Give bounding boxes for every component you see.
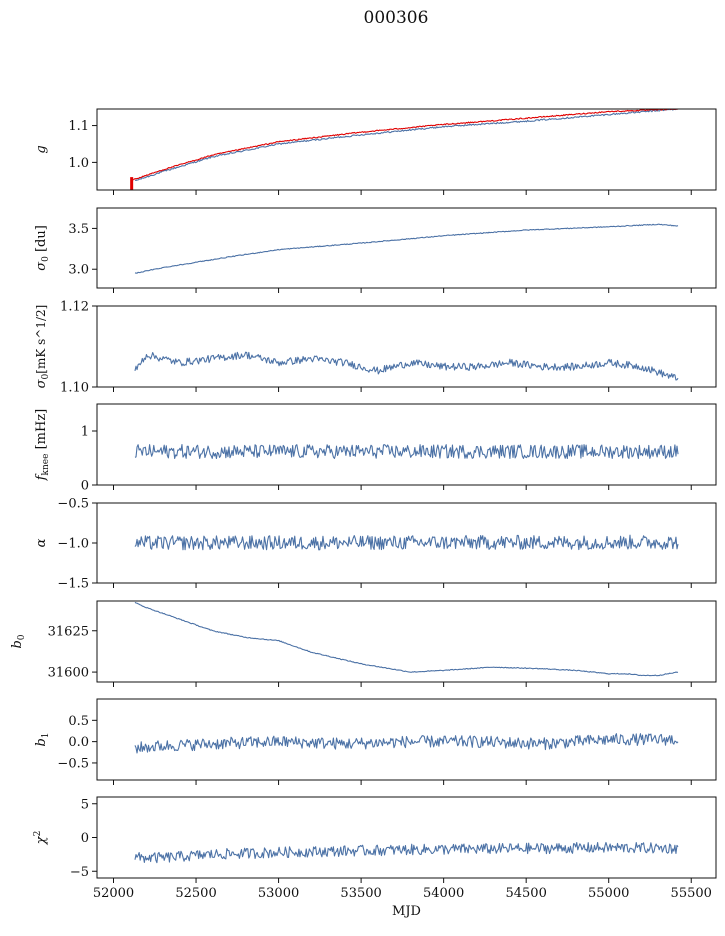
axes-frame — [96, 600, 717, 683]
panel-fknee: 0 1 fknee [mHz] — [34, 403, 717, 494]
panel-sigma0-mk: 1.10 1.12 σ0[mK s^1/2] — [34, 300, 717, 396]
x-tick-label: 53000 — [258, 886, 299, 901]
figure-title: 000306 — [364, 8, 429, 28]
series-line-sigma0 — [134, 223, 679, 274]
y-tick-label: 1.12 — [60, 300, 89, 315]
series-b0 — [134, 601, 679, 677]
series-line-alpha — [134, 534, 679, 551]
y-axis-label: fknee [mHz] — [34, 409, 51, 482]
axes-frame — [96, 403, 717, 486]
y-tick-label: −0.5 — [57, 756, 89, 771]
x-tick-label: 52500 — [175, 886, 216, 901]
y-tick-label: 0 — [81, 831, 89, 846]
x-tick-label: 53500 — [340, 886, 381, 901]
x-tick-label: 55500 — [671, 886, 712, 901]
series-alpha — [134, 534, 679, 551]
series-b1 — [134, 733, 679, 754]
axes-frame — [96, 305, 717, 388]
series-line-chi2 — [134, 841, 679, 864]
y-tick-label: 31600 — [48, 666, 89, 681]
panel-b1: −0.5 0.0 0.5 b1 — [34, 698, 717, 785]
series-g-red — [130, 109, 679, 190]
y-tick-label: −0.5 — [57, 497, 89, 512]
y-axis-label: σ0 [du] — [34, 225, 51, 271]
y-tick-label: 0 — [81, 479, 89, 494]
y-tick-label: 0.0 — [68, 735, 89, 750]
series-fknee — [134, 444, 679, 460]
y-tick-label: 31625 — [48, 624, 89, 639]
series-chi2 — [134, 841, 679, 864]
x-axis-label: MJD — [392, 904, 421, 919]
y-axis-label: b0 — [10, 634, 27, 648]
series-line-fknee — [134, 444, 679, 460]
y-axis-label: χ2 — [33, 831, 49, 846]
x-tick-label: 55000 — [588, 886, 629, 901]
series-sigma0-mk — [134, 351, 679, 381]
panel-g: 1.0 1.1 g — [34, 108, 717, 195]
x-tick-label: 52000 — [93, 886, 134, 901]
series-line-b0 — [134, 601, 679, 677]
series-line-g — [134, 109, 679, 181]
y-axis-label: σ0[mK s^1/2] — [34, 305, 51, 389]
series-line-b1 — [134, 733, 679, 754]
y-axis-label: b1 — [34, 732, 51, 746]
y-tick-label: 1 — [81, 425, 89, 440]
y-tick-label: 1.0 — [68, 156, 89, 171]
panel-chi2: −5 0 5 52000 52500 53000 53500 54000 54500 55000 5… — [33, 796, 717, 919]
y-tick-label: 1.10 — [60, 381, 89, 396]
axes-frame — [96, 698, 717, 781]
y-tick-label: −1.0 — [57, 537, 89, 552]
panel-alpha: −1.5 −1.0 −0.5 α — [34, 497, 717, 592]
x-tick-label: 54000 — [423, 886, 464, 901]
y-tick-label: −5 — [70, 865, 89, 880]
y-tick-label: 5 — [81, 797, 89, 812]
series-sigma0 — [134, 223, 679, 274]
panel-b0: 31600 31625 b0 — [10, 600, 717, 687]
y-tick-label: 3.5 — [68, 222, 89, 237]
y-tick-label: 3.0 — [68, 263, 89, 278]
panels-group: 1.0 1.1 g 3.0 3.5 σ0 [du] 1.10 1.12 σ0[mK s^1/2]… — [10, 108, 717, 919]
series-line-g-red — [132, 109, 679, 181]
y-axis-label: g — [34, 145, 49, 153]
series-line-sigma0-mk — [134, 351, 679, 381]
panel-sigma0: 3.0 3.5 σ0 [du] — [34, 207, 717, 293]
y-tick-label: −1.5 — [57, 577, 89, 592]
y-axis-label: α — [34, 538, 49, 547]
y-tick-label: 1.1 — [68, 119, 89, 134]
axes-frame — [96, 108, 717, 191]
axes-frame — [96, 207, 717, 289]
series-g — [134, 109, 679, 181]
x-tick-label: 54500 — [505, 886, 546, 901]
axes-frame — [96, 796, 717, 879]
y-tick-label: 0.5 — [68, 714, 89, 729]
